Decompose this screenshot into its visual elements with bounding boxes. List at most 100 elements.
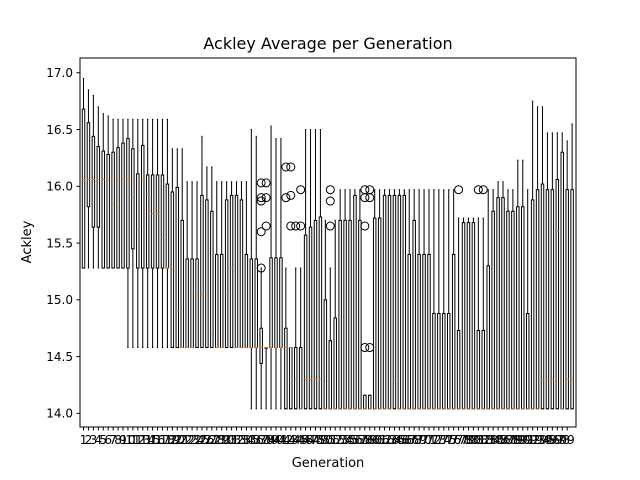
x-tick-label: 54 — [337, 433, 352, 447]
x-tick-label: 67 — [402, 433, 417, 447]
box-iqr — [175, 186, 180, 349]
box-gen-87 — [506, 189, 510, 410]
plot-area — [81, 77, 574, 410]
x-tick-label: 46 — [298, 433, 313, 447]
x-tick-label: 31 — [224, 433, 239, 447]
box-gen-13 — [141, 118, 145, 349]
box-gen-66 — [402, 189, 407, 410]
box-gen-64 — [392, 189, 397, 410]
box-iqr — [506, 210, 510, 410]
box-iqr — [530, 199, 535, 410]
outlier-point — [256, 263, 266, 273]
x-tick-label: 18 — [160, 433, 175, 447]
box-iqr — [121, 142, 125, 269]
box-gen-68 — [412, 189, 416, 410]
box-gen-62 — [382, 189, 387, 410]
x-tick-label: 65 — [392, 433, 407, 447]
box-gen-74 — [442, 189, 446, 410]
box-iqr — [456, 329, 461, 410]
outlier-point — [296, 221, 306, 231]
box-iqr — [303, 234, 308, 410]
x-tick-label: 6 — [104, 433, 112, 447]
box-gen-17 — [160, 118, 165, 349]
box-iqr — [274, 257, 278, 349]
box-iqr — [511, 210, 515, 410]
box-iqr — [244, 253, 249, 349]
box-iqr — [101, 150, 105, 269]
box-iqr — [368, 394, 372, 410]
x-tick-label: 38 — [258, 433, 273, 447]
box-gen-28 — [215, 181, 219, 349]
x-tick-label: 43 — [283, 433, 298, 447]
box-iqr — [382, 194, 387, 410]
outlier-point — [325, 196, 335, 206]
outlier-point — [286, 190, 296, 200]
box-iqr — [141, 144, 145, 269]
x-tick-label: 42 — [278, 433, 293, 447]
box-gen-55 — [348, 189, 352, 410]
box-gen-49 — [318, 129, 323, 410]
box-iqr — [560, 151, 564, 410]
y-tick-label: 15.5 — [46, 236, 73, 250]
box-iqr — [348, 219, 352, 410]
box-gen-97 — [555, 132, 560, 410]
x-tick-label: 85 — [490, 433, 505, 447]
box-iqr — [417, 253, 421, 410]
box-gen-73 — [437, 189, 441, 410]
box-gen-9 — [121, 118, 125, 269]
box-iqr — [323, 299, 328, 410]
x-tick-label: 88 — [505, 433, 520, 447]
box-iqr — [550, 189, 555, 410]
box-iqr — [111, 151, 115, 269]
outlier-point — [256, 196, 266, 206]
box-iqr — [525, 312, 530, 410]
box-gen-67 — [407, 189, 411, 410]
x-tick-label: 17 — [155, 433, 170, 447]
box-iqr — [570, 189, 574, 410]
box-gen-57 — [358, 189, 362, 410]
x-tick-label: 23 — [184, 433, 199, 447]
box-gen-77 — [454, 185, 464, 410]
box-gen-4 — [96, 106, 101, 269]
x-tick-label: 81 — [471, 433, 486, 447]
box-iqr — [170, 191, 175, 349]
box-gen-30 — [224, 181, 229, 349]
x-tick-label: 44 — [288, 433, 303, 447]
box-iqr — [116, 147, 120, 269]
outlier-point — [325, 185, 335, 195]
box-gen-21 — [180, 148, 184, 349]
x-tick-label: 57 — [352, 433, 367, 447]
outlier-point — [261, 178, 271, 188]
box-iqr — [501, 197, 505, 410]
x-tick-label: 76 — [446, 433, 461, 447]
x-tick-label: 5 — [99, 433, 107, 447]
x-tick-label: 29 — [214, 433, 229, 447]
box-gen-12 — [136, 118, 140, 349]
outlier-point — [365, 343, 375, 353]
box-gen-39 — [269, 125, 273, 410]
x-tick-label: 2 — [85, 433, 93, 447]
box-iqr — [535, 189, 540, 410]
box-iqr — [471, 222, 476, 410]
box-iqr — [86, 122, 91, 208]
box-gen-34 — [244, 181, 249, 349]
x-tick-label: 77 — [451, 433, 466, 447]
x-tick-label: 62 — [377, 433, 392, 447]
box-gen-60 — [372, 189, 377, 410]
box-iqr — [239, 199, 244, 349]
y-tick-label: 16.5 — [46, 123, 73, 137]
box-gen-83 — [486, 189, 490, 410]
x-tick-label: 20 — [170, 433, 185, 447]
box-iqr — [106, 154, 110, 269]
x-tick-label: 59 — [362, 433, 377, 447]
x-tick-label: 75 — [441, 433, 456, 447]
box-iqr — [155, 174, 160, 269]
box-gen-52 — [333, 219, 337, 410]
box-iqr — [333, 317, 337, 410]
y-axis: 14.0 14.5 15.0 15.5 16.0 16.5 17.0 — [46, 66, 80, 421]
x-tick-label: 97 — [550, 433, 565, 447]
x-tick-label: 99 — [560, 433, 575, 447]
box-gen-31 — [229, 181, 234, 349]
x-tick-label: 12 — [130, 433, 145, 447]
